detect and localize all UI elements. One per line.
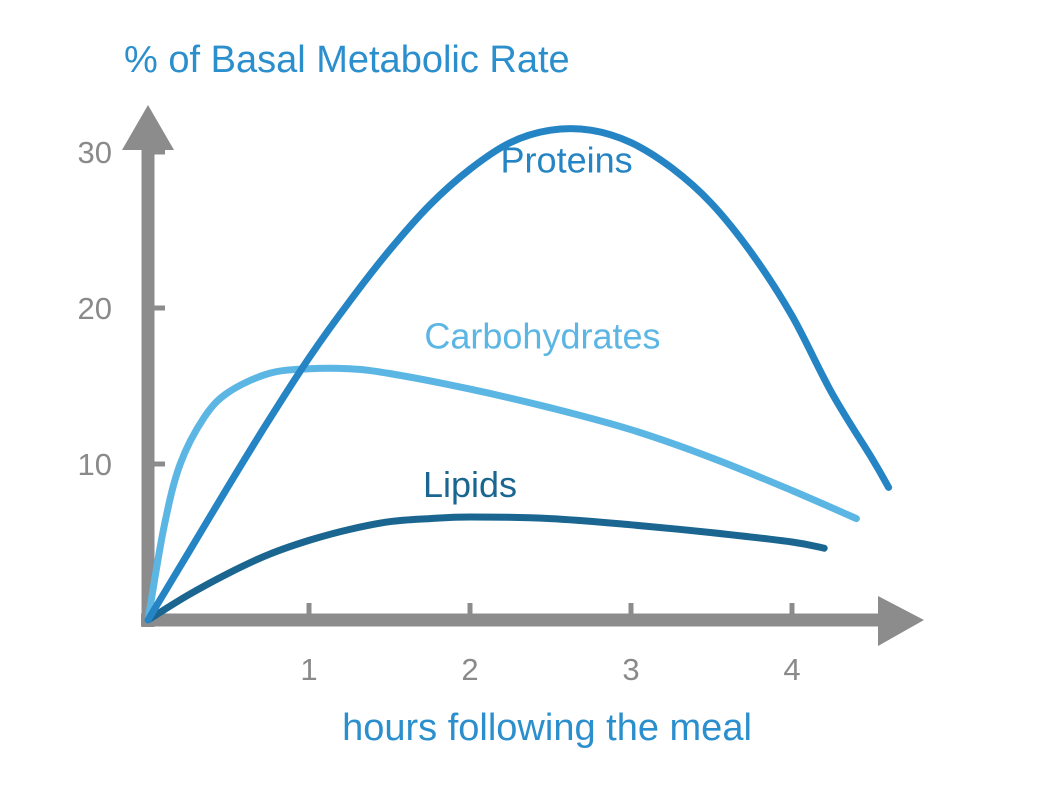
series-label-lipids: Lipids (423, 464, 517, 505)
y-tick-label: 10 (78, 447, 112, 482)
y-tick-label: 20 (78, 291, 112, 326)
x-tick-label: 3 (622, 652, 639, 687)
y-axis-title: % of Basal Metabolic Rate (124, 39, 570, 81)
series-line-carbohydrates (144, 364, 860, 624)
series-lines (144, 125, 893, 624)
x-tick-label: 1 (300, 652, 317, 687)
x-axis-arrowhead (878, 596, 924, 646)
x-tick-label: 2 (461, 652, 478, 687)
y-axis-arrowhead (122, 105, 174, 150)
ticks: 1 2 3 4 10 20 30 (78, 135, 801, 687)
series-line-lipids (144, 513, 828, 624)
x-axis-title: hours following the meal (342, 707, 752, 749)
series-line-proteins (144, 125, 893, 624)
series-label-proteins: Proteins (501, 139, 633, 180)
series-labels: Lipids Carbohydrates Proteins (423, 139, 661, 504)
series-label-carbohydrates: Carbohydrates (424, 316, 660, 357)
x-tick-label: 4 (783, 652, 800, 687)
y-tick-label: 30 (78, 135, 112, 170)
axes (122, 105, 924, 646)
